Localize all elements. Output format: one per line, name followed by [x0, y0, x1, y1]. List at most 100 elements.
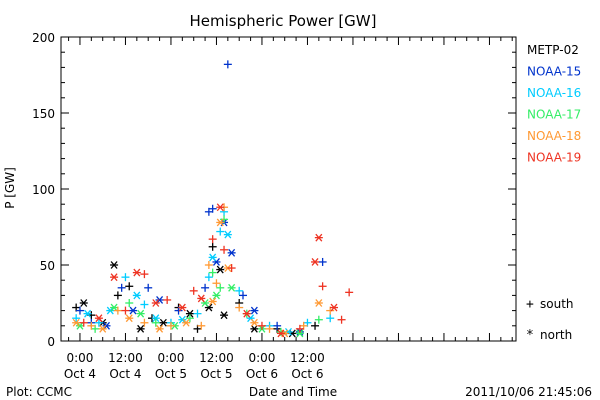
south-point [125, 299, 134, 307]
star-stroke [156, 324, 164, 333]
y-tick-label: 50 [40, 259, 55, 273]
star-stroke [209, 253, 217, 262]
south-point [208, 235, 217, 244]
north-point [110, 273, 119, 282]
star-stroke [133, 291, 141, 300]
north-point [185, 309, 194, 318]
north-point [216, 203, 225, 212]
star-stroke [212, 291, 220, 300]
north-point [136, 324, 145, 333]
x-tick-label-time: 0:00 [248, 351, 275, 365]
star-stroke [250, 306, 258, 315]
x-tick-label-time: 12:00 [199, 351, 234, 365]
south-point [113, 291, 122, 300]
star-stroke [103, 321, 110, 330]
north-point [212, 291, 221, 300]
north-point [151, 314, 160, 323]
chart-title: Hemispheric Power [GW] [190, 12, 377, 30]
star-stroke [178, 303, 186, 312]
series-noaa-18 [72, 203, 335, 338]
star-stroke [243, 309, 251, 318]
star-stroke [250, 318, 258, 327]
x-tick-label-date: Oct 4 [64, 367, 96, 381]
star-stroke [84, 309, 92, 318]
north-point [216, 218, 225, 227]
x-tick-label-date: Oct 5 [200, 367, 232, 381]
star-stroke [311, 258, 319, 266]
north-point [132, 268, 141, 277]
north-point [79, 299, 88, 307]
y-tick-label: 200 [32, 31, 55, 45]
north-point [83, 309, 92, 318]
north-point [106, 306, 115, 315]
footer-credit: Plot: CCMC [6, 385, 72, 399]
north-point [276, 329, 285, 338]
star-stroke [72, 318, 80, 327]
plot-area-frame [60, 36, 517, 342]
south-point [204, 261, 213, 269]
south-point [151, 318, 160, 327]
south-point [318, 257, 327, 266]
star-stroke [76, 321, 84, 330]
north-point [227, 283, 236, 292]
y-tick-label: 100 [32, 183, 55, 197]
series-noaa-15 [75, 60, 327, 336]
south-point [87, 321, 96, 330]
star-stroke [216, 218, 224, 227]
north-point [314, 233, 323, 242]
star-stroke [330, 303, 338, 312]
star-stroke [80, 299, 88, 307]
legend-item-noaa-18: NOAA-18 [527, 129, 581, 143]
star-stroke [250, 324, 258, 333]
south-point [216, 283, 225, 292]
south-point [204, 273, 213, 282]
south-point [223, 60, 232, 69]
south-point [140, 300, 149, 309]
south-point [326, 314, 335, 323]
star-stroke [288, 329, 296, 338]
x-tick-label-time: 0:00 [66, 351, 93, 365]
south-point [318, 282, 327, 291]
star-stroke [125, 314, 133, 323]
north-point [227, 248, 236, 257]
star-stroke [197, 294, 205, 303]
star-stroke [277, 329, 285, 338]
series-noaa-17 [75, 215, 323, 338]
south-point [140, 270, 149, 279]
south-marker-symbol: + [526, 297, 534, 312]
south-point [227, 264, 236, 273]
south-point [189, 286, 198, 295]
star-stroke [212, 258, 220, 266]
y-tick-label: 150 [32, 107, 55, 121]
south-point [345, 288, 354, 297]
legend-item-noaa-15: NOAA-15 [527, 65, 581, 79]
star-stroke [205, 303, 213, 312]
north-point [314, 299, 323, 307]
legend-item-noaa-17: NOAA-17 [527, 108, 581, 122]
x-tick-label-date: Oct 6 [291, 367, 323, 381]
x-tick-label-date: Oct 4 [109, 367, 141, 381]
star-stroke [99, 324, 107, 333]
south-point [208, 242, 217, 251]
star-stroke [228, 283, 236, 292]
north-point [75, 321, 84, 330]
north-point [242, 309, 251, 318]
south-point [185, 314, 194, 323]
south-point [235, 286, 244, 295]
x-tick-label-time: 12:00 [108, 351, 143, 365]
north-point [159, 318, 168, 327]
north-point [295, 329, 304, 338]
star-stroke [224, 230, 232, 239]
north-point [197, 294, 206, 303]
y-tick-label: 0 [47, 335, 55, 349]
south-point [314, 315, 323, 324]
north-point [208, 253, 217, 262]
data-marks [72, 60, 354, 338]
north-point [330, 303, 338, 312]
south-point [311, 321, 320, 330]
north-point [250, 318, 259, 327]
star-stroke [296, 329, 304, 338]
north-point [250, 324, 259, 333]
south-point [94, 318, 103, 327]
